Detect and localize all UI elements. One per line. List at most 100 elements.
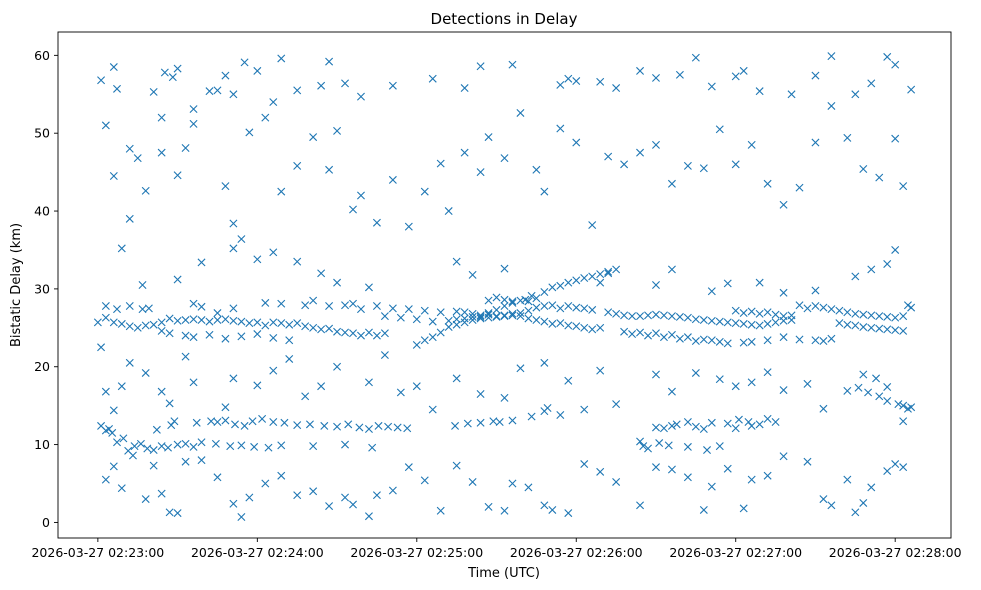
data-point: [165, 314, 174, 323]
data-point: [468, 270, 477, 279]
data-point: [819, 337, 828, 346]
data-point: [237, 332, 246, 341]
data-point: [803, 379, 812, 388]
data-point: [596, 77, 605, 86]
data-point: [604, 308, 613, 317]
data-point: [540, 288, 549, 296]
data-point: [620, 311, 629, 320]
data-point: [795, 335, 804, 344]
data-point: [707, 418, 716, 427]
data-point: [731, 424, 740, 433]
data-point: [548, 505, 557, 514]
data-point: [500, 302, 509, 311]
data-point: [667, 265, 676, 274]
data-point: [715, 125, 724, 134]
data-point: [476, 314, 485, 323]
data-point: [652, 310, 660, 319]
data-point: [543, 404, 552, 412]
data-point: [237, 235, 246, 244]
data-point: [891, 245, 900, 254]
data-point: [803, 304, 812, 313]
data-point: [636, 501, 645, 510]
data-point: [133, 154, 142, 163]
data-point: [356, 331, 365, 340]
data-point: [644, 331, 653, 340]
data-point: [293, 319, 302, 328]
data-point: [221, 182, 230, 191]
data-point: [620, 160, 629, 169]
data-point: [165, 508, 174, 517]
data-point: [189, 119, 198, 128]
data-point: [872, 374, 881, 383]
data-point: [508, 416, 517, 425]
data-point: [723, 279, 732, 288]
data-point: [484, 296, 493, 305]
data-point: [527, 291, 536, 300]
y-tick-label: 10: [34, 437, 50, 452]
data-point: [264, 443, 273, 452]
data-point: [899, 401, 908, 410]
data-point: [309, 296, 318, 305]
data-point: [540, 501, 549, 510]
data-point: [240, 58, 249, 67]
data-point: [277, 471, 286, 480]
data-point: [226, 442, 235, 451]
data-point: [149, 461, 158, 470]
data-point: [707, 336, 716, 345]
data-point: [280, 418, 289, 427]
data-point: [309, 487, 318, 496]
data-point: [763, 336, 772, 345]
data-point: [715, 442, 724, 451]
data-point: [508, 479, 517, 488]
data-point: [527, 412, 536, 421]
data-point: [157, 326, 166, 335]
data-point: [580, 323, 589, 332]
data-point: [492, 312, 501, 321]
data-point: [707, 82, 716, 91]
data-point: [564, 278, 573, 287]
data-point: [189, 378, 198, 387]
data-point: [250, 442, 259, 451]
data-point: [532, 303, 541, 312]
data-point: [149, 87, 158, 96]
data-point: [508, 311, 517, 320]
data-point: [317, 81, 326, 90]
data-point: [341, 301, 350, 310]
data-point: [269, 98, 278, 107]
data-point: [253, 318, 262, 327]
data-point: [739, 504, 748, 513]
data-point: [747, 320, 756, 329]
data-point: [723, 419, 732, 428]
data-point: [691, 53, 700, 62]
data-point: [763, 414, 772, 423]
data-point: [157, 387, 166, 396]
data-point: [867, 79, 876, 88]
data-point: [468, 316, 477, 325]
data-point: [420, 306, 429, 315]
data-point: [484, 310, 493, 319]
data-point: [333, 422, 342, 431]
data-point: [293, 86, 302, 95]
data-point: [444, 323, 453, 332]
data-point: [739, 66, 748, 75]
data-point: [588, 305, 597, 314]
data-point: [237, 441, 246, 450]
data-point: [460, 318, 469, 327]
data-point: [197, 316, 206, 325]
data-point: [827, 501, 836, 510]
data-point: [588, 325, 597, 334]
data-point: [564, 302, 573, 311]
data-point: [532, 316, 541, 325]
data-point: [787, 90, 796, 99]
data-point: [213, 473, 222, 482]
data-point: [181, 331, 190, 340]
data-point: [285, 336, 294, 345]
data-point: [258, 414, 267, 423]
data-point: [747, 140, 756, 149]
data-point: [476, 168, 485, 177]
data-point: [572, 77, 581, 86]
data-point: [119, 434, 128, 443]
data-point: [253, 255, 262, 264]
data-point: [101, 302, 110, 311]
data-point: [181, 352, 190, 361]
